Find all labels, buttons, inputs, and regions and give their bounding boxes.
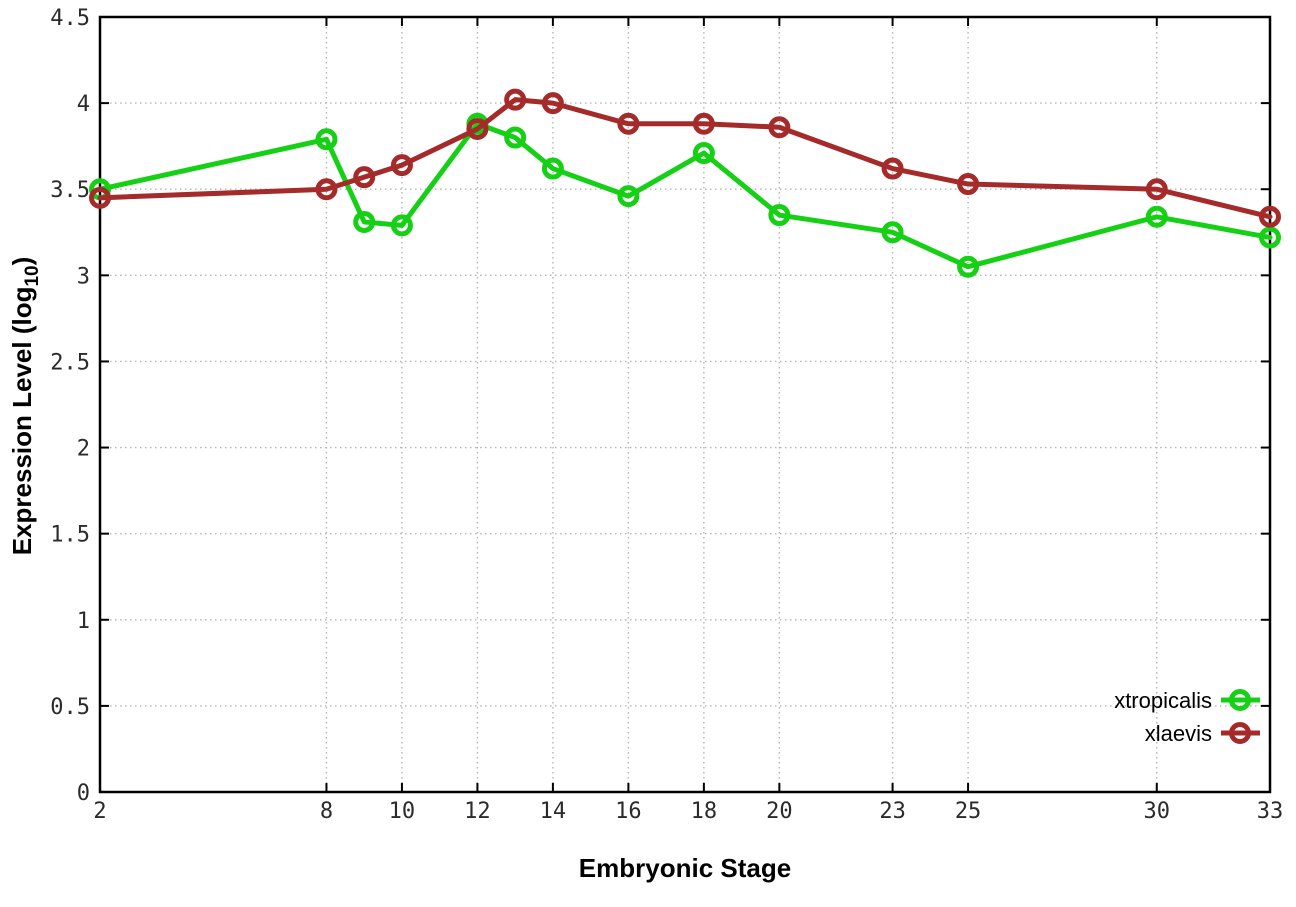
y-tick-label-4: 4 [77, 92, 90, 117]
point-xtropicalis-16 [617, 185, 640, 208]
x-tick-label-8: 8 [320, 799, 333, 824]
y-tick-label-0.5: 0.5 [50, 695, 90, 720]
x-tick-label-14: 14 [540, 799, 567, 824]
point-xlaevis-33 [1259, 205, 1281, 228]
x-tick-label-33: 33 [1257, 799, 1284, 824]
point-xtropicalis-30 [1145, 205, 1168, 228]
point-xlaevis-10 [390, 154, 413, 177]
x-tick-label-30: 30 [1144, 799, 1171, 824]
y-tick-label-2.5: 2.5 [50, 350, 90, 375]
legend-entry-xtropicalis: xtropicalis [1114, 688, 1260, 713]
series-line-xlaevis [97, 97, 1273, 220]
point-xlaevis-8 [315, 178, 338, 201]
point-xtropicalis-9 [353, 210, 376, 233]
legend-marker-xtropicalis [1229, 689, 1251, 711]
axis-tick-labels: 2 8 10 12 14 16 18 20 23 25 30 33 0 0.5 1 1.5 2 2.5 3 3.5 4 4… [50, 6, 1283, 824]
point-xlaevis-2 [89, 186, 111, 209]
point-xtropicalis-14 [541, 157, 564, 180]
point-xlaevis-30 [1145, 178, 1168, 201]
y-tick-label-3: 3 [77, 264, 90, 289]
point-xlaevis-16 [617, 112, 640, 135]
y-tick-label-1.5: 1.5 [50, 523, 90, 548]
point-xlaevis-25 [957, 173, 980, 196]
point-xlaevis-9 [353, 166, 376, 189]
y-tick-label-3.5: 3.5 [50, 178, 90, 203]
point-xlaevis-12 [466, 117, 489, 140]
point-xtropicalis-25 [957, 255, 980, 278]
axis-titles: Embryonic Stage Expression Level (log10) [7, 257, 791, 883]
point-xlaevis-18 [692, 112, 715, 135]
x-axis-label: Embryonic Stage [579, 853, 791, 883]
x-tick-label-16: 16 [615, 799, 642, 824]
x-tick-label-12: 12 [464, 799, 491, 824]
x-tick-label-2: 2 [93, 799, 106, 824]
x-tick-label-10: 10 [389, 799, 416, 824]
point-xlaevis-13 [504, 88, 527, 111]
axis-ticks [99, 16, 1271, 793]
legend-marker-xlaevis [1229, 722, 1251, 744]
x-tick-label-25: 25 [955, 799, 982, 824]
x-tick-label-20: 20 [766, 799, 793, 824]
point-xtropicalis-8 [315, 128, 338, 151]
legend: xtropicalis xlaevis [1114, 688, 1260, 746]
x-tick-label-18: 18 [691, 799, 718, 824]
y-tick-label-0: 0 [77, 781, 90, 806]
y-tick-label-2: 2 [77, 437, 90, 462]
point-xtropicalis-10 [390, 214, 413, 237]
legend-label-xtropicalis: xtropicalis [1114, 688, 1212, 713]
y-tick-label-4.5: 4.5 [50, 6, 90, 31]
point-xtropicalis-13 [504, 126, 527, 149]
x-tick-label-23: 23 [879, 799, 906, 824]
point-xlaevis-14 [541, 92, 564, 115]
y-axis-label: Expression Level (log10) [7, 257, 43, 556]
series-line-xtropicalis [97, 121, 1273, 270]
point-xtropicalis-33 [1259, 226, 1281, 249]
point-xtropicalis-23 [881, 221, 904, 244]
plot-border [98, 15, 1272, 794]
point-xlaevis-23 [881, 157, 904, 180]
plot-border-layer [98, 15, 1272, 794]
data-series [89, 88, 1281, 278]
legend-entry-xlaevis: xlaevis [1145, 721, 1260, 746]
point-xtropicalis-20 [768, 204, 791, 227]
legend-label-xlaevis: xlaevis [1145, 721, 1212, 746]
gridlines [100, 17, 1270, 792]
point-xtropicalis-18 [692, 142, 715, 165]
point-xlaevis-20 [768, 116, 791, 139]
y-tick-label-1: 1 [77, 609, 90, 634]
